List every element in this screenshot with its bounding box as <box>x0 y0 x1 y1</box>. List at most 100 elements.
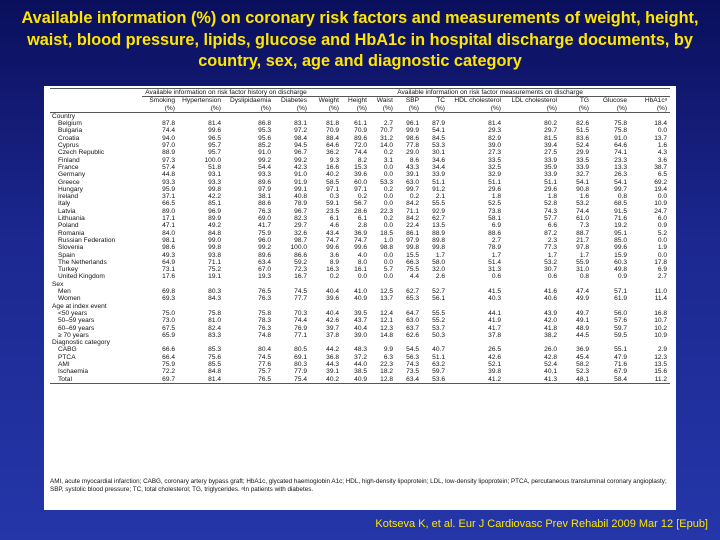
table-row: Finland 97.3 100.0 99.2 99.2 9.3 8.2 3.1 8.6 34.6… <box>50 157 670 164</box>
table-cell: 40.8 <box>294 193 308 201</box>
row-label: Lithuania <box>58 215 85 223</box>
table-cell: 74.1 <box>614 149 628 157</box>
risk-factor-table-container: Available information on risk factor his… <box>50 87 671 384</box>
table-cell: 69.7 <box>142 375 178 384</box>
column-header: Height (%) <box>342 96 371 113</box>
table-cell: 60.0 <box>354 178 368 186</box>
table-cell: 9.9 <box>383 346 394 354</box>
table-cell: 70.7 <box>380 127 394 135</box>
section-row: Age at index event <box>50 303 670 310</box>
column-header-name: TG <box>579 97 590 105</box>
row-label: Croatia <box>58 134 80 142</box>
table-cell: 49.2 <box>208 222 221 230</box>
table-cell: 62.7 <box>406 288 420 296</box>
table-cell: 49.8 <box>614 266 628 274</box>
table-cell: 84.0 <box>162 229 175 237</box>
table-cell: 11.4 <box>654 295 668 303</box>
table-cell: 98.6 <box>162 244 175 252</box>
table-cell: 0.0 <box>383 258 394 266</box>
table-cell: 75.5 <box>406 266 420 274</box>
row-label: Czech Republic <box>58 149 105 157</box>
table-cell: 84.8 <box>208 229 221 237</box>
table-cell: 53.3 <box>432 142 446 150</box>
document-panel: Available information on risk factor his… <box>44 86 676 510</box>
table-cell: 69.1 <box>294 353 308 361</box>
table-row: Lithuania 17.1 89.9 69.0 82.3 6.1 6.1 0.2 84.2 62… <box>50 215 670 222</box>
table-cell: 82.3 <box>294 215 308 223</box>
table-cell: 62.6 <box>406 331 420 339</box>
section-row: Sex <box>50 281 670 288</box>
table-cell: 1.7 <box>435 251 446 259</box>
column-header-unit: (%) <box>382 104 394 112</box>
table-cell: 71.1 <box>406 207 420 215</box>
column-header-name: Smoking <box>149 97 175 105</box>
table-cell: 96.7 <box>294 207 308 215</box>
table-cell: 73.5 <box>406 368 420 376</box>
table-cell: 36.2 <box>326 149 340 157</box>
table-cell: 55.5 <box>432 200 446 208</box>
column-header-unit: (%) <box>434 104 446 112</box>
table-cell: 84.3 <box>208 295 221 303</box>
table-cell: 44.5 <box>576 331 590 339</box>
table-cell: 58.1 <box>488 215 502 223</box>
table-cell: 40.9 <box>342 375 371 384</box>
table-cell: 97.1 <box>326 185 340 193</box>
table-cell: 84.5 <box>432 134 446 142</box>
table-cell: 5.7 <box>383 266 394 274</box>
table-cell: 40.2 <box>310 375 343 384</box>
table-cell: 1.9 <box>657 244 668 252</box>
table-cell: 44.3 <box>326 360 340 368</box>
table-cell: 17.6 <box>162 273 175 281</box>
table-cell: 76.5 <box>258 288 271 296</box>
table-cell: 75.0 <box>162 309 175 317</box>
table-cell: 91.0 <box>258 149 271 157</box>
table-cell: 1.8 <box>491 193 502 201</box>
table-cell: 19.3 <box>258 273 271 281</box>
table-cell: 0.9 <box>657 222 668 230</box>
table-cell: 39.6 <box>354 171 368 179</box>
table-cell: 8.9 <box>329 258 340 266</box>
table-cell: 96.7 <box>294 149 308 157</box>
table-cell: 66.3 <box>406 258 420 266</box>
table-cell: 52.4 <box>544 360 558 368</box>
table-cell: 27.5 <box>544 149 558 157</box>
table-cell: 34.4 <box>432 163 446 171</box>
table-cell: 99.9 <box>406 127 420 135</box>
table-cell: 81.4 <box>208 120 221 128</box>
table-cell: 55.9 <box>576 258 590 266</box>
table-cell: 52.8 <box>544 200 558 208</box>
table-cell: 68.5 <box>614 200 628 208</box>
table-cell: 29.3 <box>488 127 502 135</box>
table-cell: 1.6 <box>657 142 668 150</box>
table-row: Romania 84.0 84.8 75.9 32.6 43.4 36.9 18.5 86.1 8… <box>50 230 670 237</box>
table-cell: 61.9 <box>614 295 628 303</box>
column-header-unit: (%) <box>408 104 420 112</box>
table-row: Ireland 37.1 42.2 38.1 40.8 0.3 0.2 0.0 0.2 2.1 1.… <box>50 193 670 200</box>
column-header-name: Dyslipidaemia <box>229 97 271 105</box>
table-cell: 12.3 <box>380 324 394 332</box>
table-cell: 4.4 <box>409 273 420 281</box>
table-cell: 99.7 <box>614 185 628 193</box>
table-cell: 67.0 <box>258 266 271 274</box>
table-cell: 5.2 <box>657 229 668 237</box>
table-cell: 54.5 <box>406 346 420 354</box>
table-cell: 39.1 <box>406 171 420 179</box>
table-cell: 41.8 <box>544 324 558 332</box>
table-cell: 57.4 <box>162 163 175 171</box>
table-cell: 39.4 <box>544 142 558 150</box>
column-header: Dyslipidaemia (%) <box>224 96 274 113</box>
table-cell: 76.3 <box>258 295 271 303</box>
table-cell: 40.1 <box>544 368 558 376</box>
table-cell: 51.1 <box>432 178 446 186</box>
table-cell: 0.0 <box>383 251 394 259</box>
table-cell: 51.1 <box>544 178 558 186</box>
table-cell: 59.5 <box>614 331 628 339</box>
table-footnote: AMI, acute myocardial infarction; CABG, … <box>50 478 667 493</box>
table-cell: 75.4 <box>274 375 311 384</box>
table-cell: 12.3 <box>654 353 668 361</box>
table-cell: 97.8 <box>576 244 590 252</box>
table-cell: 73.0 <box>162 317 175 325</box>
table-cell: 0.0 <box>383 200 394 208</box>
table-cell: 16.8 <box>654 309 668 317</box>
row-label: France <box>58 163 79 171</box>
